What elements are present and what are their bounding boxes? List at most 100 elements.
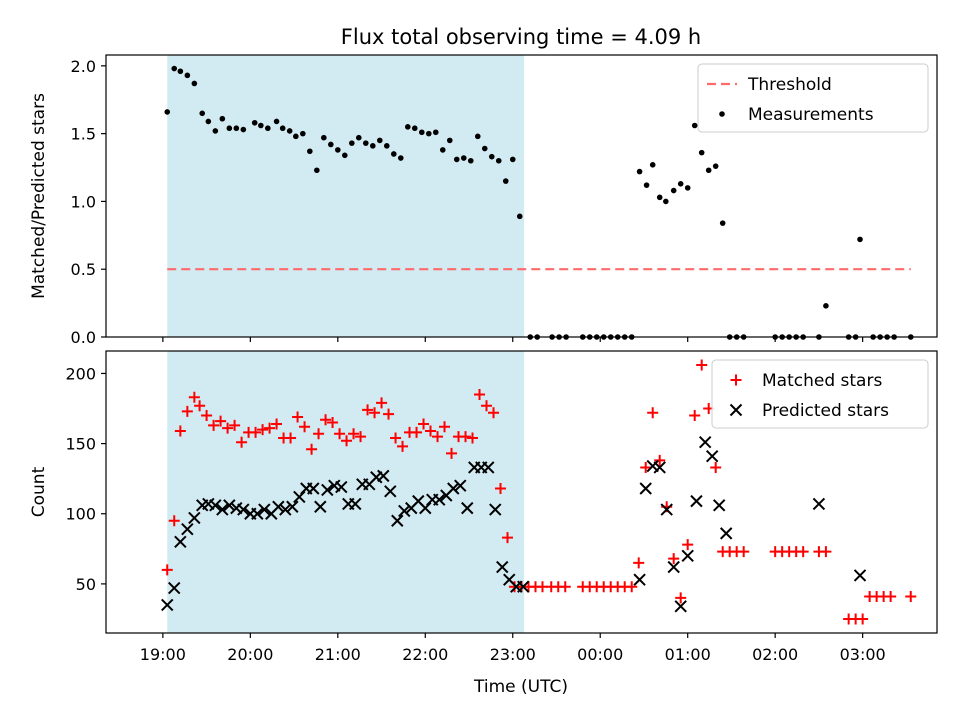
measurement-point <box>212 128 219 134</box>
predicted-star-point <box>321 483 334 497</box>
matched-star-point <box>390 432 402 444</box>
measurement-point <box>670 187 677 194</box>
measurement-point <box>502 178 509 184</box>
legend-matched-swatch <box>730 374 742 386</box>
y-tick-label: 0.5 <box>71 260 96 279</box>
matched-star-point <box>432 431 444 443</box>
matched-star-point <box>236 436 248 448</box>
measurement-point <box>369 143 376 149</box>
matched-star-point <box>654 454 666 466</box>
predicted-star-point <box>667 560 680 574</box>
matched-star-point <box>495 482 507 494</box>
y-tick-label: 2.0 <box>71 57 96 76</box>
measurement-point <box>321 134 327 141</box>
matched-star-point <box>355 431 367 443</box>
matched-star-point <box>201 410 213 422</box>
x-tick-label: 20:00 <box>227 645 273 664</box>
legend-label: Threshold <box>747 75 832 95</box>
predicted-star-point <box>482 461 495 474</box>
measurement-point <box>251 119 258 126</box>
legend-box <box>711 359 929 429</box>
predicted-star-point <box>660 503 673 516</box>
predicted-star-point <box>216 503 229 516</box>
measurement-point <box>698 149 705 156</box>
matched-star-point <box>411 426 423 438</box>
matched-star-point <box>439 421 451 433</box>
x-tick-label: 23:00 <box>490 645 536 664</box>
matched-star-point <box>208 419 220 431</box>
matched-star-point <box>271 418 283 430</box>
predicted-star-point <box>314 500 327 513</box>
y-tick-label: 1.0 <box>71 192 96 211</box>
measurement-point <box>691 122 698 129</box>
matched-star-point <box>710 461 722 473</box>
matched-star-point <box>481 400 493 412</box>
measurement-point <box>199 110 206 117</box>
matched-star-point <box>181 405 193 417</box>
predicted-star-point <box>188 511 201 525</box>
predicted-star-point <box>705 450 719 463</box>
matched-star-point <box>383 408 395 420</box>
observing-span <box>167 55 525 337</box>
measurement-point <box>383 143 390 149</box>
matched-star-point <box>474 388 486 400</box>
predicted-star-point <box>161 598 174 612</box>
measurement-point <box>418 129 425 136</box>
legend-label: Predicted stars <box>762 401 889 421</box>
predicted-star-point <box>419 501 432 515</box>
measurement-point <box>233 125 240 132</box>
predicted-star-point <box>174 535 187 549</box>
measurement-point <box>219 115 226 122</box>
y-tick-label: 150 <box>65 435 96 454</box>
matched-star-point <box>905 591 917 603</box>
measurement-point <box>390 151 397 157</box>
matched-star-point <box>161 564 173 576</box>
measurement-point <box>857 236 863 243</box>
chart-title: Flux total observing time = 4.09 h <box>341 25 701 49</box>
measurement-point <box>279 125 286 132</box>
matched-star-point <box>675 592 687 604</box>
measurement-point <box>349 140 355 146</box>
matched-star-point <box>696 359 708 371</box>
matched-star-point <box>341 435 353 447</box>
measurement-point <box>439 147 446 153</box>
predicted-star-point <box>349 497 362 511</box>
predicted-star-point <box>433 493 446 506</box>
predicted-star-point <box>307 482 320 495</box>
matched-star-point <box>229 419 241 431</box>
measurement-point <box>474 133 481 140</box>
measurement-point <box>177 68 184 75</box>
y-axis-label: Count <box>29 466 49 517</box>
measurement-point <box>184 72 191 79</box>
matched-star-point <box>647 407 659 419</box>
y-tick-label: 100 <box>65 505 96 524</box>
matched-star-point <box>292 411 304 423</box>
predicted-star-point <box>251 507 264 520</box>
measurement-point <box>481 145 488 152</box>
measurement-point <box>719 220 726 226</box>
legend-label: Matched stars <box>762 371 882 391</box>
measurement-point <box>300 130 306 137</box>
matched-star-point <box>306 443 318 455</box>
measurement-point <box>286 128 293 134</box>
matched-star-point <box>299 421 311 433</box>
y-tick-label: 200 <box>65 364 96 383</box>
predicted-star-point <box>377 469 390 483</box>
measurement-point <box>265 125 271 132</box>
measurement-point <box>411 125 418 132</box>
count-panel: 50 100 150 200 19:00 20:00 21:00 22:00 23:00 00:0… <box>29 350 938 664</box>
ratio-panel: 0.0 0.5 1.0 1.5 2.0 Matched/Predicted stars Th… <box>29 54 938 347</box>
predicted-star-point <box>853 569 867 582</box>
measurement-point <box>446 137 453 144</box>
measurement-point <box>258 122 264 129</box>
y-axis-label: Matched/Predicted stars <box>29 93 49 299</box>
measurement-point <box>516 213 523 220</box>
predicted-star-point <box>181 522 194 536</box>
y-tick-label: 50 <box>76 575 96 594</box>
legend: Matched stars Predicted stars <box>711 359 929 429</box>
legend-measurement-swatch <box>719 111 725 117</box>
matched-star-point <box>885 591 897 603</box>
predicted-star-point <box>237 503 250 516</box>
matched-star-point <box>313 428 325 440</box>
